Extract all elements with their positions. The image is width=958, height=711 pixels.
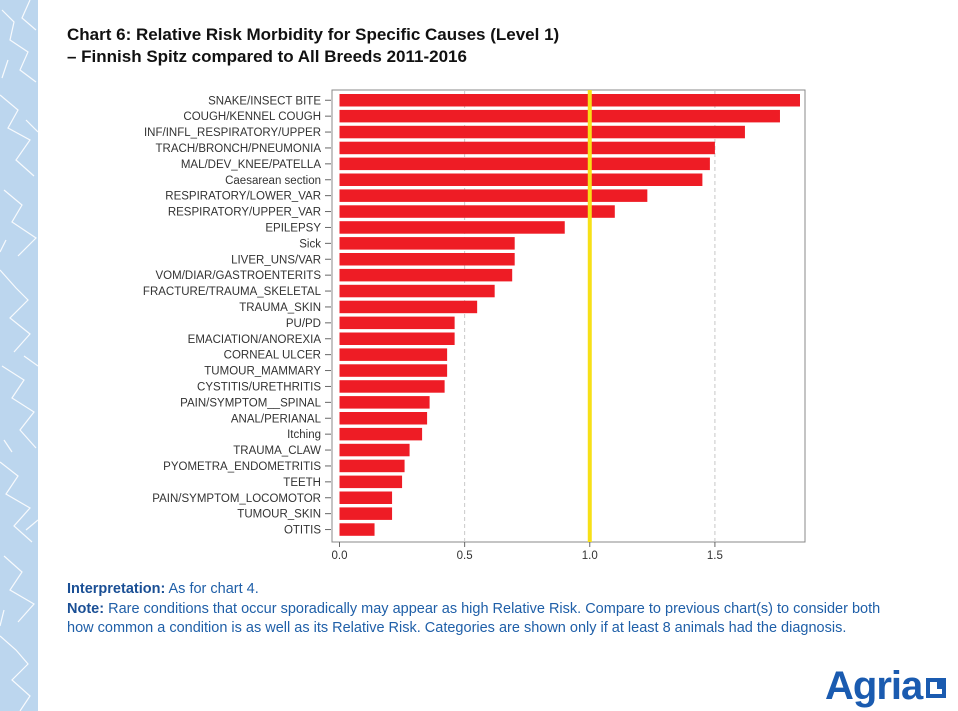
bar xyxy=(339,237,515,250)
bar xyxy=(339,364,448,377)
bar xyxy=(339,284,495,298)
category-label: RESPIRATORY/UPPER_VAR xyxy=(168,207,321,219)
category-label: RESPIRATORY/LOWER_VAR xyxy=(165,191,321,203)
category-label: ANAL/PERIANAL xyxy=(231,413,322,425)
relative-risk-bar-chart: SNAKE/INSECT BITE COUGH/KENNEL COUGH INF/I… xyxy=(143,89,806,562)
bar xyxy=(339,332,455,345)
x-tick-label: 1.0 xyxy=(582,550,598,562)
agria-logo-mark-icon xyxy=(926,678,946,698)
category-label: PYOMETRA_ENDOMETRITIS xyxy=(163,461,321,473)
category-label: TRACH/BRONCH/PNEUMONIA xyxy=(156,143,322,155)
bar xyxy=(339,316,455,330)
bar xyxy=(339,141,715,155)
category-label: TRAUMA_CLAW xyxy=(233,445,321,457)
bar xyxy=(339,221,565,234)
agria-logo: Agria xyxy=(825,664,923,708)
map-pattern xyxy=(0,0,38,711)
bar xyxy=(339,205,615,218)
category-label: CYSTITIS/URETHRITIS xyxy=(197,381,321,393)
category-label: EPILEPSY xyxy=(265,222,321,234)
bar xyxy=(339,459,405,473)
bar xyxy=(339,173,703,186)
category-label: TUMOUR_MAMMARY xyxy=(204,366,321,378)
bar xyxy=(339,109,780,123)
interpretation-label: Interpretation: xyxy=(67,581,166,597)
category-label: COUGH/KENNEL COUGH xyxy=(183,111,321,123)
bar xyxy=(339,475,403,489)
category-label: PAIN/SYMPTOM_LOCOMOTOR xyxy=(152,493,321,505)
bar xyxy=(339,268,513,282)
decorative-side-band xyxy=(0,0,38,711)
bar xyxy=(339,491,393,504)
category-label: FRACTURE/TRAUMA_SKELETAL xyxy=(143,286,322,298)
x-tick-label: 0.5 xyxy=(457,550,473,562)
bar xyxy=(339,348,448,361)
category-label: Itching xyxy=(287,429,321,441)
bar xyxy=(339,427,423,441)
chart-title-line2: – Finnish Spitz compared to All Breeds 2… xyxy=(67,47,467,66)
interpretation-notes: Interpretation: As for chart 4. Note: Ra… xyxy=(67,580,907,639)
note-text: Rare conditions that occur sporadically … xyxy=(67,600,881,637)
note-label: Note: xyxy=(67,600,105,617)
category-label: EMACIATION/ANOREXIA xyxy=(188,334,322,346)
category-label: TUMOUR_SKIN xyxy=(237,509,321,521)
category-label: MAL/DEV_KNEE/PATELLA xyxy=(181,159,322,171)
bar xyxy=(339,523,375,536)
category-label: SNAKE/INSECT BITE xyxy=(208,95,321,107)
category-label: Sick xyxy=(299,238,321,250)
bar xyxy=(339,300,478,314)
category-label: TEETH xyxy=(283,477,321,489)
x-tick-label: 0.0 xyxy=(332,550,348,562)
bar xyxy=(339,507,393,520)
category-label: PU/PD xyxy=(286,318,321,330)
category-label: VOM/DIAR/GASTROENTERITS xyxy=(156,270,322,282)
chart-title-line1: Chart 6: Relative Risk Morbidity for Spe… xyxy=(67,25,560,44)
x-tick-label: 1.5 xyxy=(707,550,723,562)
interpretation-text: As for chart 4. xyxy=(168,581,259,597)
bar xyxy=(339,380,445,393)
category-label: Caesarean section xyxy=(225,175,321,187)
bar xyxy=(339,443,410,457)
note-paragraph: Note: Rare conditions that occur sporadi… xyxy=(67,600,907,639)
category-label: INF/INFL_RESPIRATORY/UPPER xyxy=(144,127,321,139)
bar xyxy=(339,125,745,139)
category-label: PAIN/SYMPTOM__SPINAL xyxy=(180,397,321,409)
category-label: CORNEAL ULCER xyxy=(224,350,321,362)
bar xyxy=(339,253,515,266)
bar xyxy=(339,396,430,409)
bar xyxy=(339,94,800,107)
interpretation-line: Interpretation: As for chart 4. xyxy=(67,580,907,600)
category-label: LIVER_UNS/VAR xyxy=(231,254,321,266)
chart-title: Chart 6: Relative Risk Morbidity for Spe… xyxy=(67,24,867,68)
bar xyxy=(339,412,428,425)
bar xyxy=(339,189,648,202)
category-label: OTITIS xyxy=(284,525,321,537)
category-label: TRAUMA_SKIN xyxy=(239,302,321,314)
bar xyxy=(339,157,710,171)
